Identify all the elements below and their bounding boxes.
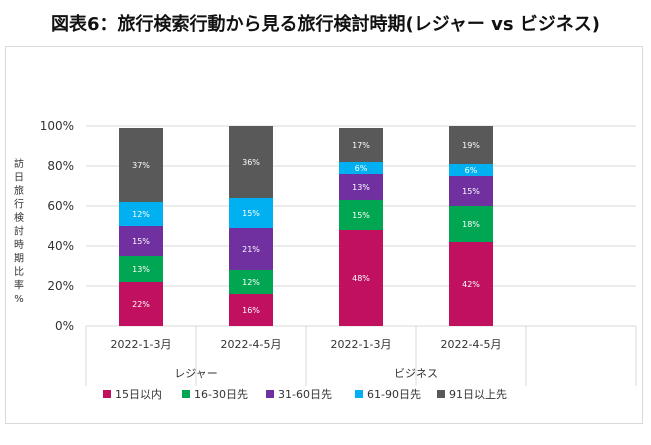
y-axis-label-char: % [14, 294, 24, 305]
bar-segment [339, 200, 383, 230]
x-tick-label: 2022-1-3月 [331, 338, 392, 351]
x-tick-label: 2022-4-5月 [441, 338, 502, 351]
legend-swatch [437, 390, 445, 398]
data-label: 21% [242, 245, 260, 254]
bar-segment [449, 164, 493, 176]
y-axis-label-char: 率 [14, 279, 24, 292]
legend-swatch [103, 390, 111, 398]
legend-swatch [182, 390, 190, 398]
bar-segment [119, 202, 163, 226]
y-axis-label-char: 討 [14, 225, 24, 238]
bar-segment [339, 230, 383, 326]
bar-segment [449, 176, 493, 206]
y-tick-label: 100% [40, 119, 74, 133]
legend-swatch [355, 390, 363, 398]
data-label: 15% [132, 237, 150, 246]
data-label: 15% [462, 187, 480, 196]
bar-segment [229, 294, 273, 326]
bar-segment [119, 282, 163, 326]
bar-segment [449, 206, 493, 242]
data-label: 37% [132, 161, 150, 170]
bar-segment [119, 256, 163, 282]
y-tick-label: 0% [55, 319, 74, 333]
data-label: 22% [132, 300, 150, 309]
y-axis-label-char: 行 [14, 198, 24, 211]
y-axis-label-char: 比 [14, 266, 24, 278]
data-label: 6% [355, 164, 368, 173]
bar-segment [339, 174, 383, 200]
bar-segment [119, 226, 163, 256]
y-tick-label: 20% [47, 279, 74, 293]
bar-segment [339, 128, 383, 162]
bar-segment [119, 128, 163, 202]
data-label: 13% [132, 265, 150, 274]
y-tick-label: 80% [47, 159, 74, 173]
legend-label: 61-90日先 [367, 388, 421, 401]
y-axis-label-char: 検 [14, 211, 24, 224]
data-label: 6% [465, 166, 478, 175]
bar-segment [449, 126, 493, 164]
x-tick-label: 2022-4-5月 [221, 338, 282, 351]
data-label: 13% [352, 183, 370, 192]
x-tick-label: 2022-1-3月 [111, 338, 172, 351]
bar-segment [229, 198, 273, 228]
y-tick-label: 40% [47, 239, 74, 253]
bar-segment [229, 270, 273, 294]
data-label: 17% [352, 141, 370, 150]
y-axis-label-char: 時 [14, 239, 24, 251]
y-axis-label-char: 旅 [14, 184, 24, 197]
bar-segment [449, 242, 493, 326]
x-group-label: レジャー [174, 367, 217, 380]
bar-segment [229, 126, 273, 198]
y-axis-label-char: 期 [14, 253, 24, 265]
y-axis-label-char: 日 [14, 173, 24, 184]
data-label: 15% [352, 211, 370, 220]
chart-title: 図表6：旅行検索行動から見る旅行検討時期(レジャー vs ビジネス) [50, 14, 601, 35]
legend-label: 15日以内 [115, 387, 162, 401]
data-label: 48% [352, 274, 370, 283]
data-label: 36% [242, 158, 260, 167]
data-label: 19% [462, 141, 480, 150]
legend-label: 91日以上先 [449, 388, 507, 401]
bar-segment [229, 228, 273, 270]
data-label: 12% [132, 210, 150, 219]
legend-label: 16-30日先 [194, 388, 248, 401]
legend-label: 31-60日先 [278, 388, 332, 401]
chart-frame: 0% 20% 40% 60% 80% 100% 訪日旅行検討時期比率% 22% 13% 15% 12… [5, 46, 643, 424]
legend-swatch [266, 390, 274, 398]
data-label: 42% [462, 280, 480, 289]
y-axis-label-char: 訪 [14, 157, 24, 170]
y-tick-label: 60% [47, 199, 74, 213]
data-label: 12% [242, 278, 260, 287]
x-group-label: ビジネス [394, 367, 438, 380]
bar-segment [339, 162, 383, 174]
data-label: 15% [242, 209, 260, 218]
data-label: 16% [242, 306, 260, 315]
data-label: 18% [462, 220, 480, 229]
